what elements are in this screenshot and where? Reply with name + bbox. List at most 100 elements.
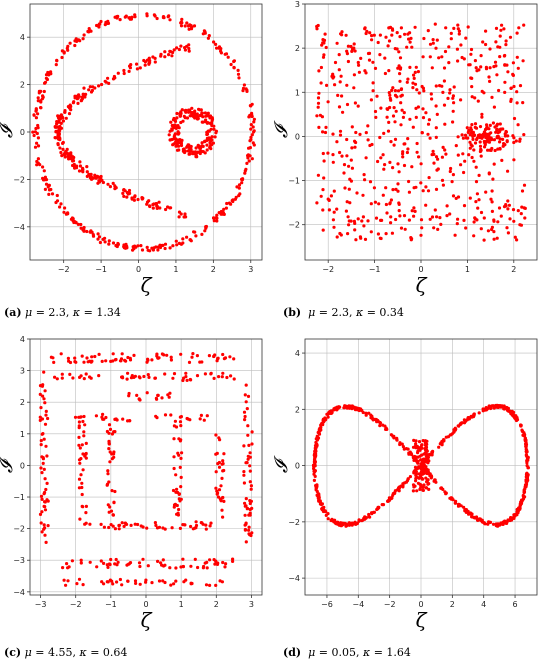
data-point <box>140 197 144 201</box>
data-point <box>37 89 42 93</box>
data-point <box>36 99 40 103</box>
data-point <box>41 94 45 98</box>
data-point <box>414 106 418 110</box>
data-point <box>473 122 478 126</box>
data-point <box>172 437 176 441</box>
data-point <box>319 194 323 198</box>
data-point <box>168 18 172 22</box>
data-point <box>147 62 151 66</box>
data-point <box>189 239 193 243</box>
data-point <box>367 58 372 62</box>
data-point <box>479 210 484 215</box>
data-point <box>313 448 317 452</box>
data-point <box>524 475 528 479</box>
data-point <box>88 375 92 379</box>
data-point <box>250 113 254 117</box>
data-point <box>175 243 179 247</box>
data-point <box>484 140 488 144</box>
data-point <box>507 409 512 414</box>
data-point <box>40 510 44 514</box>
data-point <box>227 201 231 205</box>
data-point <box>246 424 250 428</box>
data-point <box>97 175 101 179</box>
data-point <box>145 391 149 395</box>
data-point <box>363 26 367 30</box>
x-tick-label: −6 <box>321 600 333 609</box>
data-point <box>79 473 83 477</box>
data-point <box>108 505 112 509</box>
data-point <box>80 492 84 497</box>
data-point <box>370 414 374 418</box>
data-point <box>470 155 474 160</box>
data-point <box>521 433 525 437</box>
data-point <box>389 433 393 437</box>
data-point <box>481 40 485 44</box>
data-point <box>210 118 214 123</box>
data-point <box>424 203 428 207</box>
data-point <box>317 499 321 503</box>
data-point <box>315 114 319 118</box>
data-point <box>399 226 404 230</box>
data-point <box>43 500 47 504</box>
data-point <box>145 245 149 249</box>
data-point <box>144 578 148 582</box>
data-point <box>198 417 202 421</box>
data-point <box>426 189 431 193</box>
caption-a-kappa: 1.34 <box>96 306 121 319</box>
data-point <box>312 453 316 457</box>
data-point <box>467 512 471 516</box>
data-point <box>107 480 111 484</box>
data-point <box>503 90 507 94</box>
data-point <box>187 46 191 51</box>
data-point <box>104 415 108 420</box>
data-point <box>477 198 481 202</box>
data-point <box>251 125 255 129</box>
data-point <box>200 360 204 364</box>
data-point <box>150 246 154 250</box>
data-point <box>113 417 117 421</box>
data-point <box>395 30 399 35</box>
data-point <box>61 119 65 123</box>
data-point <box>399 101 403 105</box>
data-point <box>135 393 139 397</box>
data-point <box>168 246 172 250</box>
data-point <box>426 456 430 461</box>
data-point <box>91 234 96 238</box>
data-point <box>456 195 461 199</box>
data-point <box>474 66 478 70</box>
data-point <box>356 217 360 221</box>
data-point <box>184 371 188 375</box>
data-point <box>521 59 525 63</box>
data-point <box>113 358 117 362</box>
data-point <box>319 65 323 70</box>
data-point <box>401 150 405 154</box>
data-point <box>125 522 129 526</box>
data-point <box>236 72 241 76</box>
data-point <box>413 70 417 74</box>
data-point <box>104 80 108 84</box>
y-tick-label: 2 <box>295 405 300 414</box>
data-point <box>193 557 197 561</box>
data-point <box>77 477 82 481</box>
data-point <box>43 187 48 191</box>
data-point <box>122 71 126 76</box>
data-point <box>212 219 216 223</box>
data-point <box>454 144 458 148</box>
y-tick-label: 0 <box>295 132 300 141</box>
data-point <box>80 354 84 358</box>
data-point <box>99 19 103 24</box>
data-point <box>206 121 210 125</box>
data-point <box>220 462 224 466</box>
data-point <box>181 147 185 151</box>
data-point <box>316 105 320 109</box>
data-point <box>352 46 356 50</box>
y-tick-label: 1 <box>295 88 300 97</box>
data-point <box>194 520 198 524</box>
data-point <box>214 470 218 474</box>
data-point <box>163 372 167 376</box>
data-point <box>187 49 191 53</box>
data-point <box>189 524 193 529</box>
data-point <box>152 13 156 17</box>
data-point <box>174 579 178 583</box>
data-point <box>63 155 67 159</box>
